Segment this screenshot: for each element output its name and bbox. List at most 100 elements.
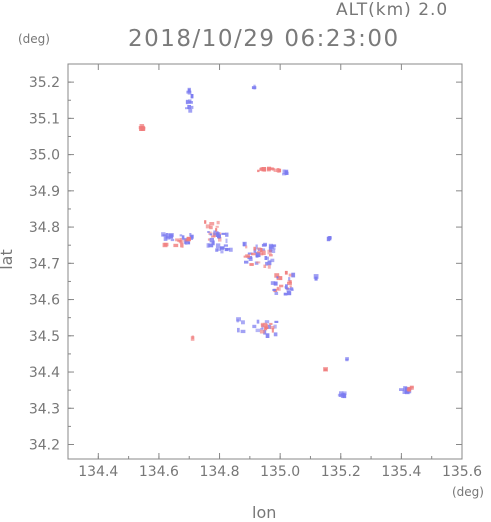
echo-point-negative — [276, 276, 279, 279]
echo-point-positive — [271, 328, 274, 333]
echo-point-negative — [188, 108, 193, 113]
echo-point-negative — [404, 387, 408, 392]
echo-point-negative — [187, 88, 191, 93]
echo-point-positive — [265, 326, 269, 329]
echo-point-negative — [291, 272, 296, 278]
y-tick-label: 34.7 — [29, 256, 60, 272]
altitude-label: ALT(km) 2.0 — [336, 0, 449, 20]
echo-point-positive — [243, 255, 248, 258]
echo-point-negative — [268, 246, 273, 252]
echo-point-positive — [267, 249, 272, 255]
echo-point-negative — [190, 105, 194, 109]
y-tick-label: 34.3 — [29, 401, 60, 417]
echo-point-negative — [273, 281, 278, 286]
y-tick-label: 34.2 — [29, 438, 60, 454]
echo-point-positive — [273, 168, 277, 172]
x-tick-label: 134.8 — [199, 464, 239, 480]
echo-point-negative — [209, 237, 214, 243]
echo-point-negative — [267, 324, 271, 329]
x-tick-label: 134.4 — [78, 464, 118, 480]
echo-point-negative — [209, 233, 213, 236]
echo-point-negative — [399, 388, 404, 391]
echo-point-positive — [269, 322, 273, 326]
x-tick-label: 135.6 — [442, 464, 482, 480]
echo-point-negative — [260, 248, 266, 251]
y-tick-label: 34.4 — [29, 365, 60, 381]
echo-point-positive — [279, 276, 283, 281]
echo-point-positive — [186, 237, 191, 241]
echo-point-positive — [245, 245, 248, 249]
echo-point-positive — [257, 250, 261, 254]
echo-point-negative — [274, 320, 279, 323]
echo-point-negative — [282, 173, 287, 176]
echo-point-positive — [207, 238, 211, 241]
echo-point-positive — [246, 255, 251, 258]
echo-point-negative — [261, 243, 267, 247]
echo-point-negative — [225, 238, 228, 244]
echo-point-positive — [175, 238, 180, 242]
echo-point-negative — [228, 247, 233, 252]
echo-point-negative — [272, 247, 276, 250]
echo-point-negative — [286, 288, 291, 292]
echo-point-positive — [260, 322, 265, 326]
echo-point-positive — [216, 220, 220, 225]
echo-point-negative — [265, 256, 269, 260]
y-tick-label: 34.5 — [29, 329, 60, 345]
plot-border — [67, 63, 463, 460]
echo-point-negative — [188, 99, 192, 104]
echo-point-negative — [255, 328, 261, 333]
echo-point-negative — [206, 243, 210, 248]
y-tick-label: 34.6 — [29, 293, 60, 309]
echo-point-positive — [259, 252, 264, 256]
echo-point-negative — [220, 250, 224, 254]
echo-point-positive — [246, 254, 250, 257]
echo-point-negative — [273, 332, 278, 337]
echo-point-negative — [168, 233, 173, 239]
echo-point-negative — [255, 252, 261, 258]
echo-point-negative — [263, 330, 267, 335]
echo-point-negative — [240, 329, 246, 334]
echo-point-negative — [179, 234, 183, 237]
x-tick-label: 135.2 — [321, 464, 361, 480]
echo-point-negative — [221, 232, 226, 235]
echo-point-positive — [274, 273, 280, 278]
echo-point-positive — [259, 167, 263, 171]
echo-point-negative — [253, 248, 257, 253]
y-tick-label: 35.0 — [29, 148, 60, 164]
echo-point-positive — [409, 387, 414, 390]
echo-point-positive — [261, 250, 266, 256]
timestamp-title: 2018/10/29 06:23:00 — [128, 26, 400, 52]
echo-point-negative — [242, 241, 247, 247]
echo-point-positive — [256, 261, 261, 264]
echo-point-negative — [220, 246, 225, 250]
echo-point-negative — [161, 232, 166, 237]
echo-point-positive — [209, 222, 215, 226]
echo-point-positive — [205, 224, 211, 229]
echo-point-positive — [139, 124, 145, 128]
echo-point-negative — [270, 281, 276, 285]
echo-point-negative — [183, 241, 187, 244]
y-axis-unit: (deg) — [18, 32, 50, 46]
x-axis-ticks: 134.4 134.6 134.8 135.0 135.2 135.4 135.6 — [67, 64, 482, 480]
echo-point-positive — [251, 252, 256, 256]
echo-point-negative — [216, 231, 219, 236]
echo-point-negative — [212, 240, 215, 246]
echo-point-negative — [269, 244, 274, 249]
echo-point-positive — [278, 168, 282, 173]
echo-point-negative — [247, 252, 253, 255]
echo-point-negative — [285, 284, 288, 290]
echo-point-positive — [215, 225, 219, 228]
echo-point-positive — [267, 264, 271, 269]
echo-point-negative — [236, 317, 241, 322]
x-axis-label: lon — [252, 503, 277, 522]
echo-point-negative — [339, 394, 342, 397]
echo-layer — [138, 84, 414, 399]
echo-point-negative — [190, 94, 194, 99]
echo-point-positive — [215, 228, 218, 232]
echo-point-negative — [181, 235, 185, 240]
x-axis-unit: (deg) — [452, 485, 484, 499]
echo-point-negative — [313, 274, 319, 279]
echo-point-negative — [216, 248, 221, 251]
echo-point-negative — [213, 230, 216, 236]
echo-point-negative — [256, 319, 260, 324]
